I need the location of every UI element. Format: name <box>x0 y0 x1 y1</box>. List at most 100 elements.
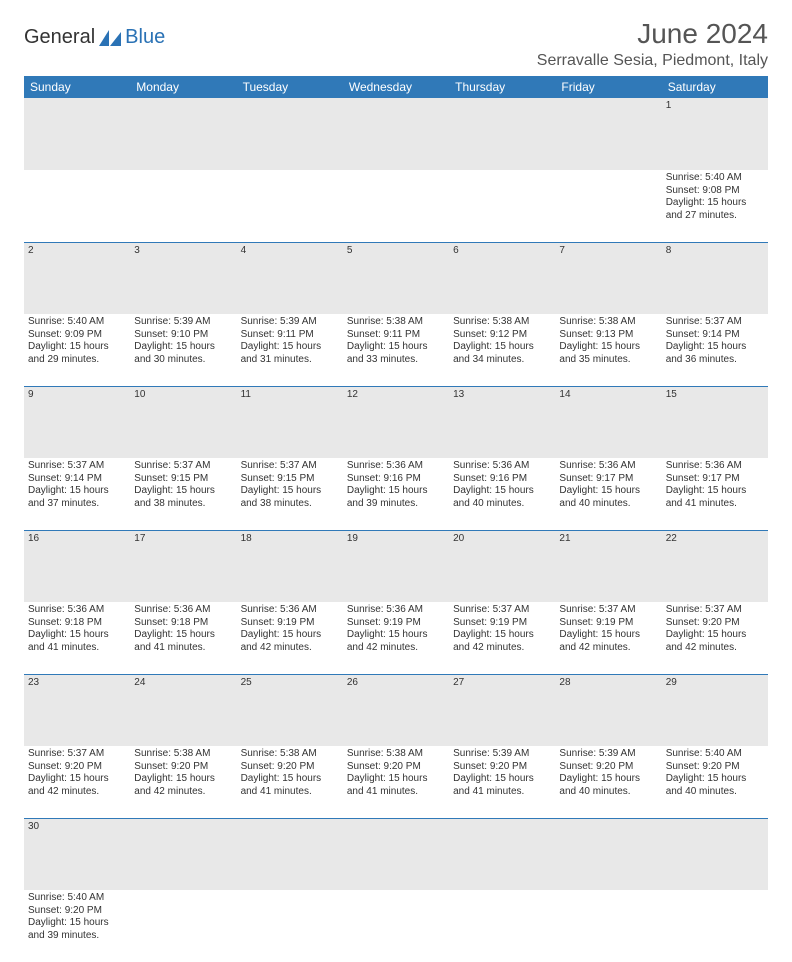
day-number-cell: 15 <box>662 386 768 458</box>
day-number-cell <box>343 818 449 890</box>
day-header-row: SundayMondayTuesdayWednesdayThursdayFrid… <box>24 76 768 98</box>
day-detail-cell: Sunrise: 5:36 AMSunset: 9:19 PMDaylight:… <box>237 602 343 674</box>
day-header: Saturday <box>662 76 768 98</box>
day-header: Wednesday <box>343 76 449 98</box>
day-number-cell: 18 <box>237 530 343 602</box>
day-detail-cell: Sunrise: 5:37 AMSunset: 9:15 PMDaylight:… <box>130 458 236 530</box>
detail-row: Sunrise: 5:40 AMSunset: 9:09 PMDaylight:… <box>24 314 768 386</box>
day-number-cell: 22 <box>662 530 768 602</box>
day-detail-cell <box>449 890 555 962</box>
detail-row: Sunrise: 5:37 AMSunset: 9:14 PMDaylight:… <box>24 458 768 530</box>
logo: General Blue <box>24 26 165 49</box>
day-detail-cell <box>662 890 768 962</box>
day-detail-cell: Sunrise: 5:37 AMSunset: 9:20 PMDaylight:… <box>662 602 768 674</box>
day-number-cell: 7 <box>555 242 661 314</box>
day-number-cell <box>24 98 130 170</box>
logo-text-blue: Blue <box>125 26 165 49</box>
day-number-cell: 1 <box>662 98 768 170</box>
day-number-cell <box>449 818 555 890</box>
day-number-cell <box>237 98 343 170</box>
day-detail-cell: Sunrise: 5:37 AMSunset: 9:20 PMDaylight:… <box>24 746 130 818</box>
month-title: June 2024 <box>537 18 768 50</box>
day-number-cell: 9 <box>24 386 130 458</box>
day-number-cell <box>555 818 661 890</box>
day-detail-cell <box>555 170 661 242</box>
day-number-cell: 29 <box>662 674 768 746</box>
day-number-cell: 13 <box>449 386 555 458</box>
day-detail-cell: Sunrise: 5:36 AMSunset: 9:17 PMDaylight:… <box>662 458 768 530</box>
day-detail-cell: Sunrise: 5:39 AMSunset: 9:20 PMDaylight:… <box>555 746 661 818</box>
day-detail-cell: Sunrise: 5:39 AMSunset: 9:20 PMDaylight:… <box>449 746 555 818</box>
day-detail-cell: Sunrise: 5:38 AMSunset: 9:20 PMDaylight:… <box>237 746 343 818</box>
day-detail-cell <box>343 170 449 242</box>
day-detail-cell: Sunrise: 5:38 AMSunset: 9:20 PMDaylight:… <box>130 746 236 818</box>
day-number-cell: 3 <box>130 242 236 314</box>
day-number-cell: 5 <box>343 242 449 314</box>
day-number-cell: 19 <box>343 530 449 602</box>
day-detail-cell: Sunrise: 5:36 AMSunset: 9:18 PMDaylight:… <box>24 602 130 674</box>
day-detail-cell: Sunrise: 5:36 AMSunset: 9:16 PMDaylight:… <box>343 458 449 530</box>
day-detail-cell: Sunrise: 5:36 AMSunset: 9:19 PMDaylight:… <box>343 602 449 674</box>
day-detail-cell: Sunrise: 5:36 AMSunset: 9:17 PMDaylight:… <box>555 458 661 530</box>
day-number-cell: 6 <box>449 242 555 314</box>
day-number-cell: 21 <box>555 530 661 602</box>
day-detail-cell <box>555 890 661 962</box>
day-number-cell <box>555 98 661 170</box>
day-number-cell: 2 <box>24 242 130 314</box>
daynum-row: 9101112131415 <box>24 386 768 458</box>
day-detail-cell <box>130 170 236 242</box>
day-number-cell: 26 <box>343 674 449 746</box>
daynum-row: 23242526272829 <box>24 674 768 746</box>
day-number-cell <box>449 98 555 170</box>
day-detail-cell: Sunrise: 5:40 AMSunset: 9:09 PMDaylight:… <box>24 314 130 386</box>
header: General Blue June 2024 Serravalle Sesia,… <box>24 18 768 70</box>
detail-row: Sunrise: 5:40 AMSunset: 9:20 PMDaylight:… <box>24 890 768 962</box>
day-detail-cell <box>130 890 236 962</box>
day-detail-cell <box>24 170 130 242</box>
day-detail-cell: Sunrise: 5:36 AMSunset: 9:16 PMDaylight:… <box>449 458 555 530</box>
day-number-cell: 17 <box>130 530 236 602</box>
day-detail-cell: Sunrise: 5:40 AMSunset: 9:20 PMDaylight:… <box>662 746 768 818</box>
day-detail-cell: Sunrise: 5:40 AMSunset: 9:08 PMDaylight:… <box>662 170 768 242</box>
day-header: Friday <box>555 76 661 98</box>
day-header: Thursday <box>449 76 555 98</box>
day-detail-cell: Sunrise: 5:38 AMSunset: 9:12 PMDaylight:… <box>449 314 555 386</box>
day-detail-cell: Sunrise: 5:37 AMSunset: 9:14 PMDaylight:… <box>662 314 768 386</box>
day-header: Monday <box>130 76 236 98</box>
day-number-cell: 12 <box>343 386 449 458</box>
detail-row: Sunrise: 5:37 AMSunset: 9:20 PMDaylight:… <box>24 746 768 818</box>
day-number-cell: 28 <box>555 674 661 746</box>
day-number-cell: 30 <box>24 818 130 890</box>
daynum-row: 16171819202122 <box>24 530 768 602</box>
detail-row: Sunrise: 5:36 AMSunset: 9:18 PMDaylight:… <box>24 602 768 674</box>
day-number-cell: 10 <box>130 386 236 458</box>
daynum-row: 30 <box>24 818 768 890</box>
day-detail-cell: Sunrise: 5:37 AMSunset: 9:19 PMDaylight:… <box>449 602 555 674</box>
day-detail-cell: Sunrise: 5:38 AMSunset: 9:13 PMDaylight:… <box>555 314 661 386</box>
day-number-cell: 16 <box>24 530 130 602</box>
day-number-cell <box>130 818 236 890</box>
day-number-cell: 14 <box>555 386 661 458</box>
detail-row: Sunrise: 5:40 AMSunset: 9:08 PMDaylight:… <box>24 170 768 242</box>
day-detail-cell: Sunrise: 5:36 AMSunset: 9:18 PMDaylight:… <box>130 602 236 674</box>
location: Serravalle Sesia, Piedmont, Italy <box>537 52 768 70</box>
logo-text-general: General <box>24 26 95 49</box>
day-detail-cell: Sunrise: 5:37 AMSunset: 9:14 PMDaylight:… <box>24 458 130 530</box>
day-number-cell: 25 <box>237 674 343 746</box>
day-number-cell <box>343 98 449 170</box>
day-detail-cell: Sunrise: 5:38 AMSunset: 9:11 PMDaylight:… <box>343 314 449 386</box>
day-detail-cell: Sunrise: 5:37 AMSunset: 9:19 PMDaylight:… <box>555 602 661 674</box>
day-detail-cell <box>449 170 555 242</box>
day-number-cell: 8 <box>662 242 768 314</box>
day-number-cell <box>237 818 343 890</box>
calendar-table: SundayMondayTuesdayWednesdayThursdayFrid… <box>24 76 768 962</box>
day-number-cell <box>130 98 236 170</box>
day-number-cell: 24 <box>130 674 236 746</box>
day-number-cell: 27 <box>449 674 555 746</box>
day-header: Tuesday <box>237 76 343 98</box>
daynum-row: 2345678 <box>24 242 768 314</box>
day-header: Sunday <box>24 76 130 98</box>
day-detail-cell: Sunrise: 5:39 AMSunset: 9:11 PMDaylight:… <box>237 314 343 386</box>
day-detail-cell: Sunrise: 5:38 AMSunset: 9:20 PMDaylight:… <box>343 746 449 818</box>
day-number-cell: 20 <box>449 530 555 602</box>
